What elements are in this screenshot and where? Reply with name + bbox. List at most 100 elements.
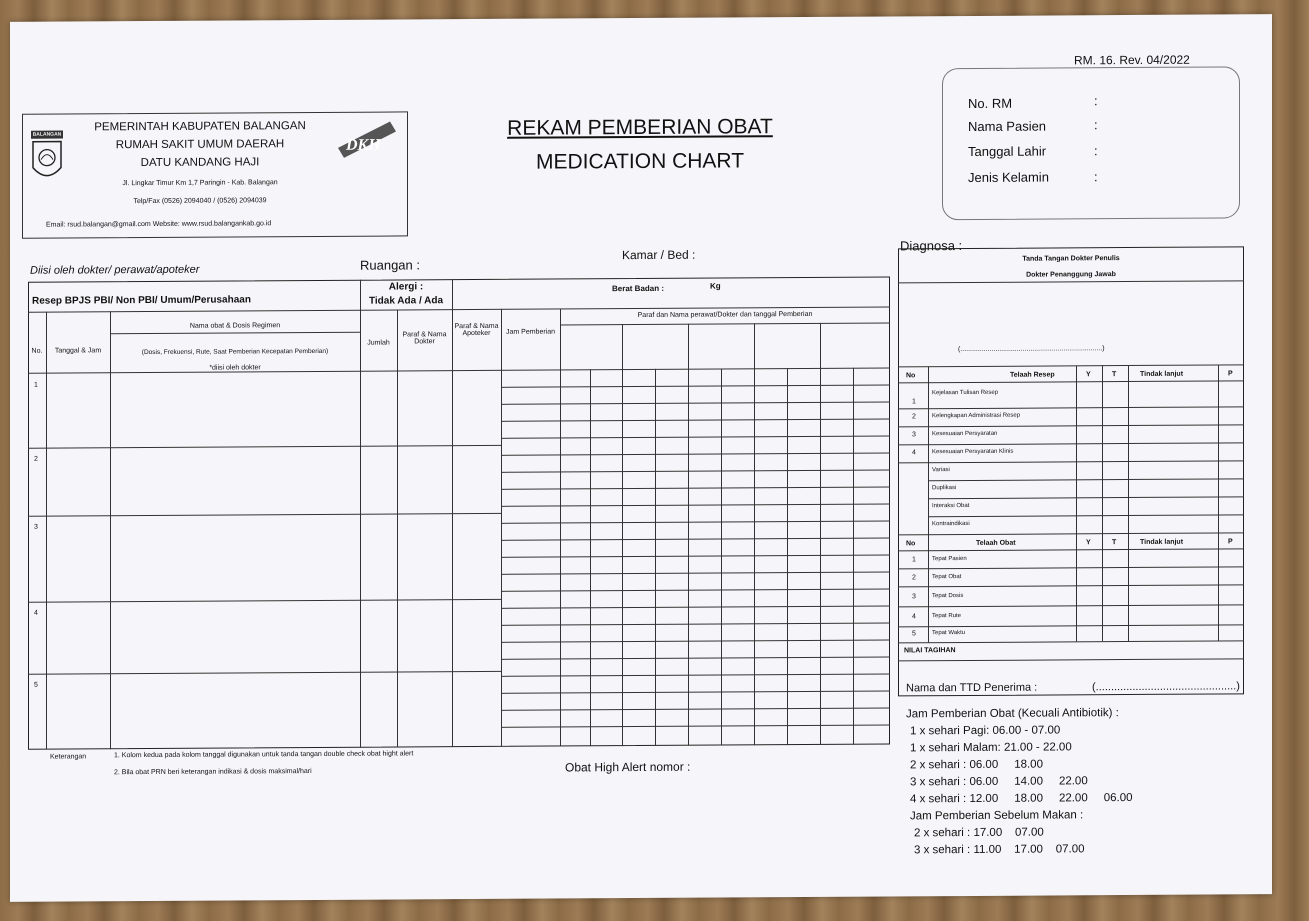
jam-line-2: 1 x sehari Malam: 21.00 - 22.00 [910,741,1072,755]
telaah-resep-head-title: Telaah Resep [1010,371,1055,379]
table-grid-line [110,311,111,750]
dkh-badge-icon: DKH [332,117,402,163]
telaah-obat-no-3: 3 [912,593,916,601]
row-number-5: 5 [34,681,38,689]
telaah-resep-head-no: No [906,372,916,380]
col-tanggal: Tanggal & Jam [54,347,102,355]
header-line1: PEMERINTAH KABUPATEN BALANGAN [94,120,306,134]
row-number-4: 4 [34,609,38,617]
telaah-obat-head-tindak: Tindak lanjut [1140,538,1184,546]
table-grid-line [46,311,47,750]
table-grid-line [655,368,656,746]
telaah-resep-item-1: Kejelasan Tulisan Resep [932,389,999,397]
telaah-obat-head-no: No [906,540,916,548]
makan-line-1: 2 x sehari : 17.00 07.00 [914,826,1044,840]
telaah-obat-head-t: T [1112,539,1117,547]
table-grid-line [688,323,689,746]
telaah-resep-no-3: 3 [912,431,916,439]
alergi-options[interactable]: Tidak Ada / Ada [368,295,444,307]
telaah-obat-head-p: P [1228,538,1233,546]
diisi-label: Diisi oleh dokter/ perawat/apoteker [30,263,200,277]
tanggal-lahir-field[interactable]: : [1094,143,1098,159]
telaah-resep-item-variasi: Variasi [932,467,950,474]
telaah-resep-head-t: T [1112,371,1117,379]
telaah-obat-head-y: Y [1086,539,1091,547]
nilai-tagihan: NILAI TAGIHAN [904,647,956,655]
col-jumlah: Jumlah [367,339,390,347]
telaah-resep-no-4: 4 [912,449,916,457]
high-alert-label[interactable]: Obat High Alert nomor : [565,759,691,775]
medication-chart-form: RM. 16. Rev. 04/2022 BALANGAN PEMERINTAH… [10,14,1272,902]
jam-line-3: 2 x sehari : 06.00 18.00 [910,758,1043,772]
makan-line-2: 3 x sehari : 11.00 17.00 07.00 [914,843,1085,857]
header-line3: DATU KANDANG HAJI [140,156,260,170]
table-grid-line [501,308,502,747]
alergi-label: Alergi : [388,281,424,293]
telaah-obat-no-2: 2 [912,574,916,582]
no-rm-field[interactable]: : [1094,93,1098,109]
keterangan-1: 1. Kolom kedua pada kolom tanggal diguna… [114,750,414,760]
col-jam-pemberian: Jam Pemberian [505,328,556,336]
signature-field[interactable]: (.......................................… [958,345,1105,354]
nama-pasien-field[interactable]: : [1094,117,1098,133]
col-paraf-dokter: Paraf & Nama Dokter [402,331,447,346]
jam-line-4: 3 x sehari : 06.00 14.00 22.00 [910,775,1088,789]
telaah-resep-head-y: Y [1086,371,1091,379]
resep-label: Resep BPJS PBI/ Non PBI/ Umum/Perusahaan [32,294,251,307]
penerima-field[interactable]: (.......................................… [1092,680,1240,694]
kg-label: Kg [710,281,721,291]
keterangan-label: Keterangan [50,753,87,761]
table-grid-line [754,323,755,746]
keterangan-2: 2. Bila obat PRN beri keterangan indikas… [114,768,312,777]
col-paraf-apoteker: Paraf & Nama Apoteker [454,322,499,338]
telaah-resep-no-2: 2 [912,413,916,421]
table-grid-line [622,324,623,747]
svg-text:DKH: DKH [345,137,381,154]
kamar-label[interactable]: Kamar / Bed : [622,247,696,263]
title-id: REKAM PEMBERIAN OBAT [507,115,773,140]
table-grid-line [820,322,821,745]
jenis-kelamin-field[interactable]: : [1094,169,1098,185]
row-number-2: 2 [34,455,38,463]
telaah-resep-head-tindak: Tindak lanjut [1140,370,1184,378]
form-code: RM. 16. Rev. 04/2022 [1074,52,1190,68]
table-grid-line [590,369,591,747]
table-grid-line [787,368,788,746]
telaah-obat-item-4: Tepat Rute [932,613,962,620]
jam-title: Jam Pemberian Obat (Kecuali Antibiotik) … [906,707,1119,721]
table-grid-line [721,368,722,746]
jenis-kelamin-label: Jenis Kelamin [968,169,1049,186]
col-no: No. [31,347,43,355]
telaah-resep-item-duplikasi: Duplikasi [932,485,957,492]
telaah-obat-no-5: 5 [912,630,916,638]
telaah-resep-item-2: Kelengkapan Administrasi Resep [932,412,1021,420]
telaah-obat-item-2: Tepat Obat [932,574,962,581]
telaah-resep-item-kontraindikasi: Kontraindikasi [932,520,970,528]
row-number-1: 1 [34,381,38,389]
makan-title: Jam Pemberian Sebelum Makan : [910,809,1084,823]
jam-line-1: 1 x sehari Pagi: 06.00 - 07.00 [910,724,1061,738]
table-grid-line [560,308,561,747]
penerima-label: Nama dan TTD Penerima : [906,681,1038,695]
ruangan-label[interactable]: Ruangan : [360,257,420,273]
regency-logo-icon [30,130,64,186]
telaah-resep-no-1: 1 [912,398,916,406]
telaah-resep-head-p: P [1228,370,1233,378]
berat-label: Berat Badan : [612,283,665,294]
table-grid-line [853,367,854,745]
nama-pasien-label: Nama Pasien [968,118,1047,135]
telaah-obat-no-1: 1 [912,556,916,564]
no-rm-label: No. RM [968,95,1013,112]
telaah-resep-item-3: Kesesuaian Persyaratan [932,430,998,438]
tanggal-lahir-label: Tanggal Lahir [968,143,1047,160]
header-line2: RUMAH SAKIT UMUM DAERAH [115,138,285,152]
telaah-obat-item-3: Tepat Dosis [932,593,964,600]
telaah-resep-item-4: Kesesuaian Persyaratan Klinis [932,448,1014,456]
telaah-resep-item-interaksi: Interaksi Obat [932,502,970,510]
telaah-obat-item-1: Tepat Pasien [932,556,967,563]
telaah-obat-no-4: 4 [912,613,916,621]
jam-line-5: 4 x sehari : 12.00 18.00 22.00 06.00 [910,791,1133,806]
logo-label: BALANGAN [32,131,62,138]
telaah-obat-head-title: Telaah Obat [976,539,1016,547]
row-number-3: 3 [34,523,38,531]
